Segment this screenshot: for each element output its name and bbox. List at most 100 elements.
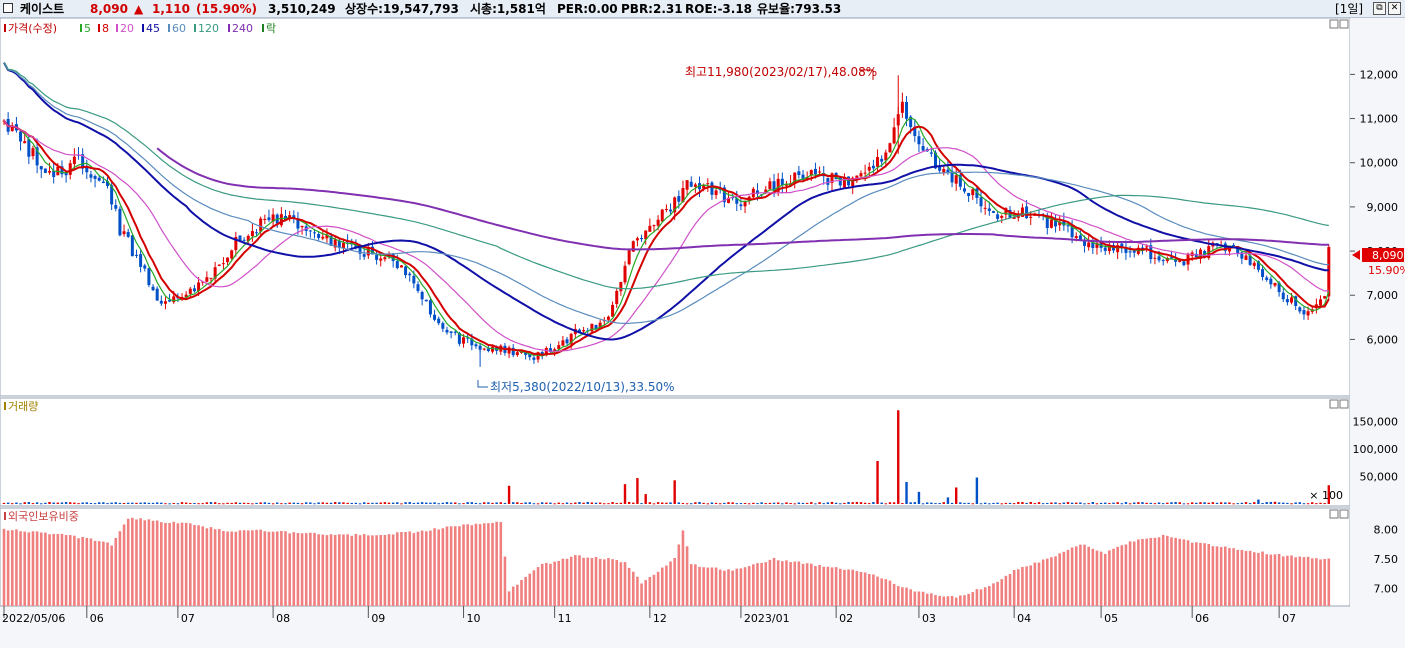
foreign-bar — [1124, 544, 1128, 606]
foreign-bar — [271, 531, 275, 606]
volume-bar — [822, 503, 825, 505]
volume-bar — [636, 478, 639, 504]
candle-body — [685, 180, 689, 190]
foreign-bar — [1219, 547, 1223, 606]
candle-body — [569, 333, 573, 345]
foreign-bar — [387, 534, 391, 606]
legend-item: 60 — [172, 22, 186, 35]
restore-icon[interactable]: ⧉ — [1373, 2, 1386, 15]
foreign-bar — [743, 567, 747, 606]
candle-body — [296, 218, 300, 229]
volume-bar — [93, 503, 97, 505]
foreign-bar — [540, 563, 544, 606]
candle-body — [72, 156, 76, 164]
volume-bar — [495, 502, 498, 504]
candle-body — [441, 323, 445, 329]
foreign-bar — [863, 572, 867, 606]
foreign-bar — [1074, 546, 1078, 606]
panel-maximize-button — [1339, 19, 1349, 29]
volume-bar — [40, 503, 43, 505]
volume-bar — [234, 502, 238, 504]
foreign-bar — [48, 534, 51, 606]
volume-bar — [1306, 503, 1310, 505]
foreign-bar — [760, 562, 763, 606]
candle-body — [673, 197, 677, 213]
x-tick-label: 06 — [90, 612, 104, 625]
candle-body — [1016, 215, 1020, 218]
candle-body — [577, 329, 581, 333]
foreign-bar — [652, 574, 656, 606]
candle-body — [292, 215, 296, 219]
legend-item: 240 — [232, 22, 253, 35]
foreign-bar — [623, 562, 627, 606]
volume-bar — [1046, 502, 1049, 504]
foreign-bar — [694, 564, 697, 606]
candle-body — [615, 290, 619, 304]
foreign-bar — [826, 566, 830, 606]
candle-body — [118, 208, 122, 236]
select-checkbox[interactable] — [3, 3, 13, 13]
candle-body — [631, 241, 635, 252]
volume-bar — [1166, 502, 1169, 504]
candle-body — [876, 157, 880, 167]
volume-bar — [1054, 502, 1057, 504]
candle-body — [764, 189, 768, 193]
foreign-bar — [362, 534, 366, 606]
foreign-bar — [710, 567, 714, 606]
candle-body — [619, 281, 623, 292]
volume-bar — [470, 502, 474, 504]
foreign-bar — [102, 541, 105, 606]
legend-swatch — [4, 402, 6, 410]
volume-bar — [1240, 502, 1244, 504]
period-selector[interactable]: [1일] — [1335, 2, 1364, 16]
volume-bar — [743, 502, 747, 504]
volume-bar — [694, 502, 697, 504]
volume-bar — [979, 503, 983, 505]
volume-bar — [305, 502, 308, 504]
volume-bar — [863, 502, 867, 504]
candle-body — [929, 152, 933, 154]
foreign-bar — [963, 595, 966, 606]
volume-bar — [371, 502, 374, 504]
candle-body — [784, 183, 788, 186]
candle-body — [867, 166, 871, 171]
volume-bar — [458, 503, 461, 505]
foreign-bar — [805, 563, 809, 606]
foreign-bar — [706, 567, 710, 606]
volume-bar — [1248, 503, 1252, 505]
foreign-bar — [1306, 556, 1310, 606]
candle-body — [652, 225, 656, 227]
volume-bar — [329, 502, 333, 504]
candle-body — [433, 314, 437, 320]
candle-body — [217, 264, 221, 266]
foreign-bar — [1004, 575, 1008, 606]
volume-bar — [462, 503, 465, 505]
close-icon[interactable]: ✕ — [1388, 2, 1401, 15]
candle-body — [1244, 255, 1248, 260]
candle-body — [1174, 259, 1178, 262]
candle-body — [996, 214, 1000, 219]
candle-body — [590, 323, 594, 332]
foreign-bar — [1203, 543, 1206, 606]
volume-bar — [532, 503, 536, 505]
foreign-bar — [1091, 548, 1095, 606]
stock-name[interactable]: 케이스트 — [20, 2, 65, 16]
volume-bar — [334, 502, 337, 504]
volume-bar — [342, 502, 345, 504]
foreign-bar — [259, 529, 262, 606]
volume-bar — [839, 503, 842, 505]
volume-bar — [963, 502, 966, 504]
volume-bar — [992, 502, 995, 504]
foreign-bar — [582, 557, 585, 606]
candle-body — [962, 188, 966, 192]
foreign-bar — [416, 531, 420, 606]
foreign-bar — [747, 566, 751, 606]
volume-bar — [1286, 502, 1289, 504]
candle-body — [797, 171, 801, 175]
foreign-bar — [793, 561, 797, 606]
foreign-bar — [847, 569, 850, 606]
foreign-bar — [905, 587, 908, 606]
candle-body — [27, 139, 31, 157]
panel-buttons — [1329, 19, 1349, 519]
volume-bar — [938, 503, 941, 505]
